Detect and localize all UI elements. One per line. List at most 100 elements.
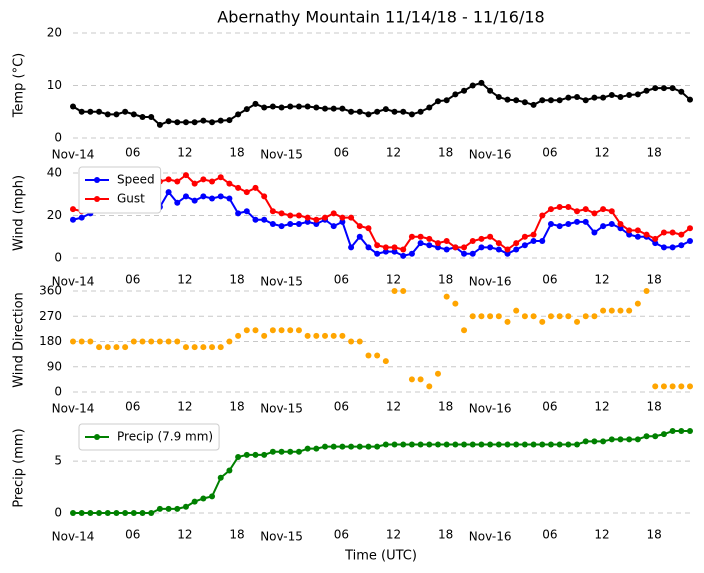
data-point xyxy=(287,221,294,227)
data-point xyxy=(104,344,111,351)
data-point xyxy=(322,214,329,221)
data-point xyxy=(87,108,94,115)
x-tick-label: 12 xyxy=(386,528,401,542)
data-point xyxy=(530,238,537,244)
data-point xyxy=(521,233,528,240)
x-tick-label: 18 xyxy=(229,146,244,160)
data-point xyxy=(600,206,607,213)
data-point xyxy=(391,441,398,448)
data-point xyxy=(643,231,650,238)
data-point xyxy=(478,441,485,448)
data-point xyxy=(139,338,146,345)
data-point xyxy=(487,244,494,251)
data-point xyxy=(191,180,198,187)
data-point xyxy=(235,332,242,339)
data-point xyxy=(200,193,207,200)
data-point xyxy=(408,250,415,257)
data-point xyxy=(478,79,485,86)
x-tick-label: 06 xyxy=(125,400,140,414)
data-point xyxy=(678,231,685,238)
data-point xyxy=(382,441,389,448)
data-point xyxy=(130,510,137,516)
data-point xyxy=(582,97,589,104)
data-point xyxy=(313,221,320,227)
legend-marker xyxy=(94,177,100,183)
data-point xyxy=(461,244,468,251)
data-point xyxy=(96,108,103,115)
data-point xyxy=(226,195,233,202)
data-point xyxy=(513,246,520,253)
data-point xyxy=(652,235,659,242)
data-point xyxy=(295,448,302,455)
data-point xyxy=(643,433,650,440)
data-point xyxy=(217,344,224,351)
data-point xyxy=(96,344,103,351)
data-point xyxy=(104,111,111,118)
data-point xyxy=(391,108,398,115)
data-point xyxy=(165,505,172,512)
data-point xyxy=(261,104,268,111)
data-point xyxy=(600,438,607,445)
data-point xyxy=(443,238,450,244)
data-point xyxy=(461,327,468,334)
data-point xyxy=(365,225,372,232)
data-point xyxy=(156,338,163,345)
data-point xyxy=(209,119,216,126)
data-point xyxy=(278,223,285,230)
data-point xyxy=(660,431,667,438)
data-point xyxy=(278,327,285,334)
x-tick-label: 06 xyxy=(334,146,349,160)
x-tick-label: Nov-16 xyxy=(469,402,512,416)
data-point xyxy=(313,445,320,452)
x-tick-label: Nov-15 xyxy=(260,402,303,416)
series-line xyxy=(72,81,691,127)
data-point xyxy=(269,221,276,227)
data-point xyxy=(452,244,459,251)
data-point xyxy=(634,91,641,98)
data-point xyxy=(539,238,546,244)
data-point xyxy=(678,383,685,390)
data-point xyxy=(374,352,381,359)
x-tick-label: 18 xyxy=(647,146,662,160)
data-point xyxy=(556,313,563,320)
data-point xyxy=(174,338,181,345)
y-axis-label: Temp (°C) xyxy=(12,53,27,119)
data-point xyxy=(495,240,502,247)
data-point xyxy=(434,370,441,377)
data-point xyxy=(678,242,685,249)
data-point xyxy=(209,344,216,351)
data-point xyxy=(304,445,311,452)
data-point xyxy=(591,313,598,320)
data-point xyxy=(374,242,381,249)
data-point xyxy=(330,223,337,230)
data-point xyxy=(174,119,181,126)
data-point xyxy=(600,94,607,101)
data-point xyxy=(426,235,433,242)
data-point xyxy=(304,214,311,221)
y-tick-label: 270 xyxy=(39,309,62,323)
data-point xyxy=(269,327,276,334)
data-point xyxy=(200,117,207,124)
data-point xyxy=(521,242,528,249)
data-point xyxy=(113,510,120,516)
y-tick-label: 0 xyxy=(54,251,62,265)
data-point xyxy=(643,288,650,294)
x-tick-label: Nov-14 xyxy=(52,402,95,416)
data-point xyxy=(391,248,398,255)
data-point xyxy=(591,438,598,445)
data-point xyxy=(391,244,398,251)
data-point xyxy=(226,180,233,187)
data-point xyxy=(165,338,172,345)
data-point xyxy=(452,91,459,98)
data-point xyxy=(261,332,268,339)
data-point xyxy=(278,104,285,111)
y-tick-label: 40 xyxy=(47,166,62,180)
x-tick-label: 12 xyxy=(177,400,192,414)
legend-label: Gust xyxy=(117,192,145,206)
data-point xyxy=(235,453,242,460)
data-point xyxy=(330,443,337,450)
data-point xyxy=(539,212,546,219)
data-point xyxy=(348,244,355,251)
data-point xyxy=(669,428,676,435)
data-point xyxy=(356,443,363,450)
